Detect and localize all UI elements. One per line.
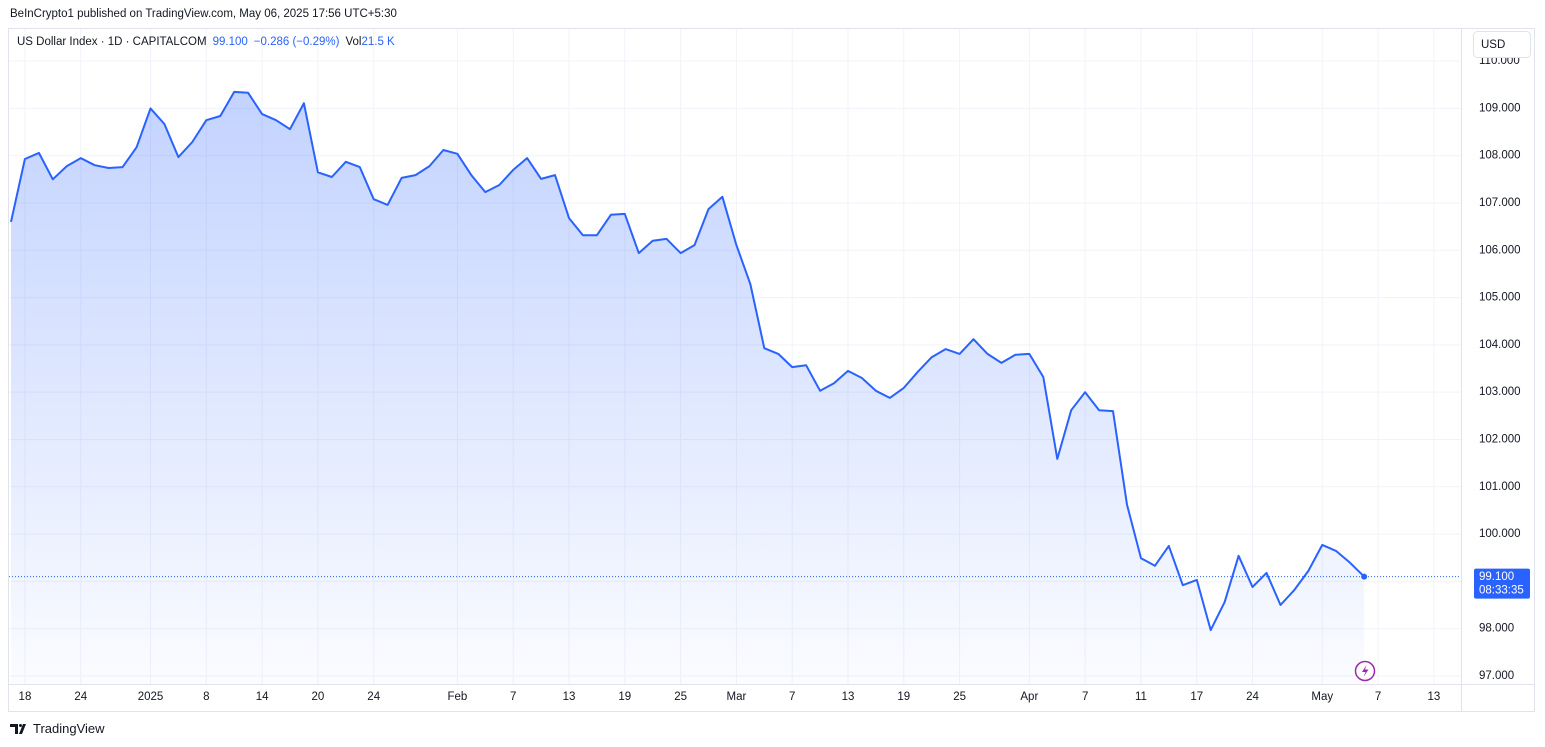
x-tick-label: 13 [842, 691, 855, 703]
alert-icon[interactable] [1354, 660, 1376, 682]
x-tick-label: Feb [447, 691, 467, 703]
countdown: 08:33:35 [1479, 585, 1524, 597]
publish-header: BeInCrypto1 published on TradingView.com… [10, 8, 397, 20]
legend-change: −0.286 (−0.29%) [254, 36, 340, 48]
axes: 97.00098.00099.000100.000101.000102.0001… [19, 55, 1530, 703]
legend-price: 99.100 [213, 36, 248, 48]
x-tick-label: Mar [726, 691, 746, 703]
currency[interactable]: USD [1481, 39, 1505, 51]
x-tick-label: May [1311, 691, 1333, 703]
footer-brand: TradingView [33, 721, 105, 736]
last-price-tag [1474, 568, 1530, 599]
x-tick-label: 14 [256, 691, 269, 703]
y-tick-label: 106.000 [1479, 244, 1521, 256]
y-tick-label: 110.000 [1479, 55, 1520, 67]
legend: US Dollar Index · 1D · CAPITALCOM 99.100−… [17, 36, 395, 48]
x-tick-label: 18 [19, 691, 32, 703]
currency-button[interactable] [1473, 31, 1531, 58]
x-tick-label: 24 [367, 691, 380, 703]
y-tick-label: 109.000 [1479, 102, 1521, 114]
x-tick-label: 24 [1246, 691, 1259, 703]
y-tick-label: 98.000 [1479, 623, 1514, 635]
x-tick-label: 2025 [138, 691, 164, 703]
x-tick-label: 24 [74, 691, 87, 703]
y-tick-label: 104.000 [1479, 339, 1521, 351]
x-tick-label: 19 [618, 691, 631, 703]
tv-logo-mark [10, 724, 26, 734]
x-tick-label: Apr [1020, 691, 1038, 703]
alert-bolt[interactable] [1362, 665, 1369, 677]
last-point [1361, 573, 1368, 580]
x-tick-label: 19 [897, 691, 910, 703]
y-tick-label: 107.000 [1479, 197, 1521, 209]
tv-logo [10, 724, 26, 734]
x-tick-label: 7 [789, 691, 795, 703]
x-tick-label: 8 [203, 691, 209, 703]
x-tick-label: 13 [563, 691, 576, 703]
x-tick-label: 13 [1428, 691, 1441, 703]
x-tick-label: 17 [1190, 691, 1203, 703]
x-tick-label: 7 [510, 691, 516, 703]
y-tick-label: 101.000 [1479, 481, 1521, 493]
legend-vol: 21.5 K [361, 36, 395, 48]
x-tick-label: 11 [1135, 691, 1147, 703]
legend-vol-label: Vol [345, 36, 361, 48]
x-tick-label: 20 [312, 691, 325, 703]
y-tick-label: 103.000 [1479, 386, 1521, 398]
x-tick-label: 25 [953, 691, 966, 703]
y-tick-label: 108.000 [1479, 150, 1521, 162]
area-fill [11, 91, 1365, 684]
plot [9, 90, 1461, 684]
y-tick-label: 105.000 [1479, 292, 1521, 304]
y-tick-label: 100.000 [1479, 528, 1521, 540]
x-tick-label: 7 [1082, 691, 1088, 703]
legend-title: US Dollar Index · 1D · CAPITALCOM [17, 36, 207, 48]
x-tick-label: 25 [674, 691, 687, 703]
x-tick-label: 7 [1375, 691, 1381, 703]
last-price-label: 99.100 [1479, 571, 1514, 583]
y-tick-label: 102.000 [1479, 434, 1521, 446]
price-line [10, 90, 1365, 632]
tv-logo-dot [19, 724, 22, 727]
y-tick-label: 97.000 [1479, 670, 1514, 682]
chart-frame [8, 28, 1535, 712]
